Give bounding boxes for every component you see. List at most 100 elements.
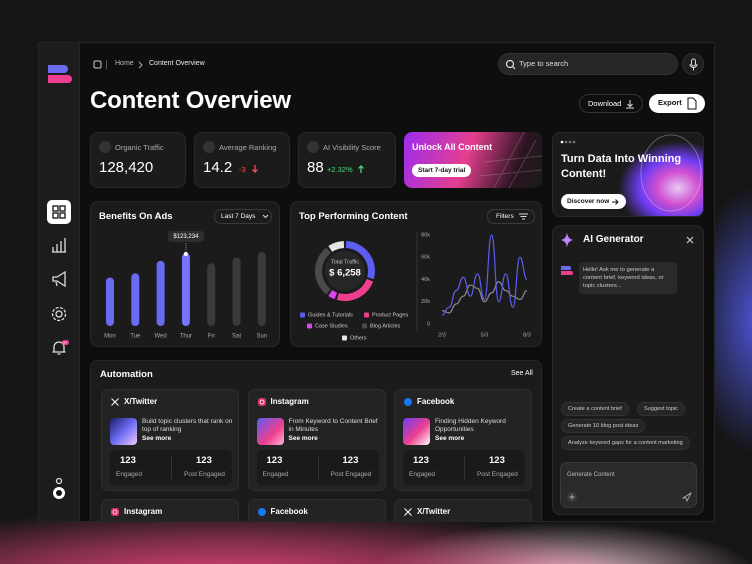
dropdown[interactable]: Last 7 Days (214, 209, 273, 224)
ai-icons (561, 233, 694, 275)
stat-card: Average Ranking 14.2 -3 (194, 132, 290, 188)
see-all-link[interactable]: See All (511, 370, 533, 377)
nav-settings[interactable] (55, 310, 63, 318)
platform-icon (111, 508, 119, 516)
card-text: From Keyword to Content Brief in Minutes (288, 418, 378, 433)
stat-card: Organic Traffic 128,420 (90, 132, 186, 188)
ai-panel: AI Generator Hello! Ask me to generate a … (552, 225, 704, 515)
promo-arrow (612, 199, 619, 205)
center-value: $ 6,258 (329, 268, 361, 279)
nav-campaigns[interactable] (52, 270, 66, 288)
see-more-link[interactable]: See more (435, 435, 465, 442)
bar (131, 273, 140, 326)
chart-card: Top Performing Content Filters Total Traff… (290, 201, 542, 347)
x-tick-label: 2/3 (438, 332, 446, 338)
see-more-link[interactable]: See more (288, 435, 318, 442)
donut-segment (328, 241, 345, 252)
legend-label: Blog Articles (370, 323, 401, 329)
x-tick-label: Thur (180, 334, 192, 340)
stat-number: 123 (120, 455, 136, 466)
search-glyph (512, 66, 516, 70)
chart-card: Benefits On Ads Last 7 Days Mon Tue Wed Thur $… (90, 201, 280, 347)
page-title: Content Overview (90, 87, 291, 114)
unlock-grid (478, 131, 543, 189)
platform-name: Facebook (417, 397, 455, 406)
stat-icon-bg (99, 141, 111, 153)
mic-glyph (691, 58, 696, 67)
donut-segment (345, 241, 375, 280)
chevron-icon (138, 61, 143, 69)
orbit-line (640, 134, 702, 212)
x-tick-label: 8/3 (523, 332, 531, 338)
platform-icon (111, 398, 119, 406)
carousel-dot (564, 140, 568, 144)
stat-value: 14.2 (203, 159, 233, 176)
export-glyph (687, 97, 697, 110)
search-glyph (505, 59, 515, 69)
grid-decoration (478, 131, 543, 189)
platform-icon (404, 508, 412, 516)
dropdown-chevron (262, 214, 269, 219)
stat-number: 123 (266, 455, 283, 466)
stat-icon (99, 141, 111, 153)
carousel-dot (572, 140, 576, 144)
platform-icon (110, 397, 120, 407)
promo-title: Turn Data Into Winning Content! (561, 153, 682, 180)
suggestion-chip[interactable]: Generate 10 blog post ideas (561, 419, 646, 433)
content-thumbnail (256, 418, 284, 445)
bar (156, 260, 165, 326)
export-button[interactable]: Export (649, 94, 705, 113)
instagram-icon (111, 508, 119, 516)
notification-badge: 9+ (62, 340, 69, 345)
legend-swatch (300, 312, 305, 318)
unlock-title: Unlock All Content (412, 142, 493, 152)
legend-label: Product Pages (372, 312, 408, 318)
chart-title: Top Performing Content (299, 211, 408, 222)
app-window: 9+ Home Content Overview Type to search Cont… (38, 42, 715, 522)
unlock-button[interactable]: Start 7-day trial (412, 164, 472, 177)
chevron (138, 61, 143, 69)
x-tick-label: 5/3 (481, 332, 489, 338)
donut-inner (325, 251, 365, 291)
search-box[interactable]: Type to search (498, 53, 678, 75)
stat-value: 88 (307, 159, 324, 176)
stat-value: 128,420 (99, 159, 154, 176)
stat-icon-bg (203, 141, 215, 153)
suggestion-chip[interactable]: Suggest topic (637, 402, 685, 416)
ai-input-placeholder: Generate Content (567, 472, 615, 478)
promo-button[interactable]: Discover now (561, 194, 627, 209)
instagram-glyph (112, 509, 118, 515)
breadcrumb-home[interactable]: Home (115, 60, 134, 67)
nav-grid[interactable] (47, 200, 71, 224)
nav-notifications[interactable] (52, 341, 66, 355)
mic-icon (689, 58, 698, 71)
theme-light[interactable] (55, 477, 63, 485)
nav-analytics[interactable] (52, 238, 66, 253)
chevron (138, 61, 144, 69)
download-button[interactable]: Download (579, 94, 643, 113)
legend-label: Guides & Tutorials (308, 312, 353, 318)
filter-button[interactable]: Filters (487, 209, 535, 224)
stat-caption: Post Engaged (330, 471, 372, 478)
stat-caption: Engaged (116, 471, 143, 478)
ai-message: Hello! Ask me to generate a content brie… (579, 262, 677, 294)
line-chart: 0 20k 40k 60k 80k 2/3 5/3 8/3 (421, 232, 531, 338)
suggestion-chip[interactable]: Analyze keyword gaps for a content marke… (561, 436, 690, 450)
ai-input[interactable]: Generate Content (560, 462, 697, 508)
stat-change: -3 (239, 165, 246, 174)
legend-swatch (364, 312, 369, 318)
y-tick-label: 20k (421, 299, 430, 305)
stat-icon (203, 141, 215, 153)
sidebar (39, 43, 80, 521)
stats-divider (464, 456, 465, 479)
see-more-link[interactable]: See more (142, 435, 172, 442)
mic-button[interactable] (682, 53, 704, 75)
stats-divider (317, 456, 319, 479)
y-tick-label: 80k (421, 232, 430, 238)
bar-chart: Mon Tue Wed Thur $123,234 Fri Sat Sun (104, 214, 269, 340)
suggestion-chip[interactable]: Create a content brief (561, 402, 629, 416)
change-arrow (251, 164, 259, 174)
bar (181, 253, 190, 326)
automation-card: Instagram From Keyword to Content Brief i… (247, 389, 386, 491)
